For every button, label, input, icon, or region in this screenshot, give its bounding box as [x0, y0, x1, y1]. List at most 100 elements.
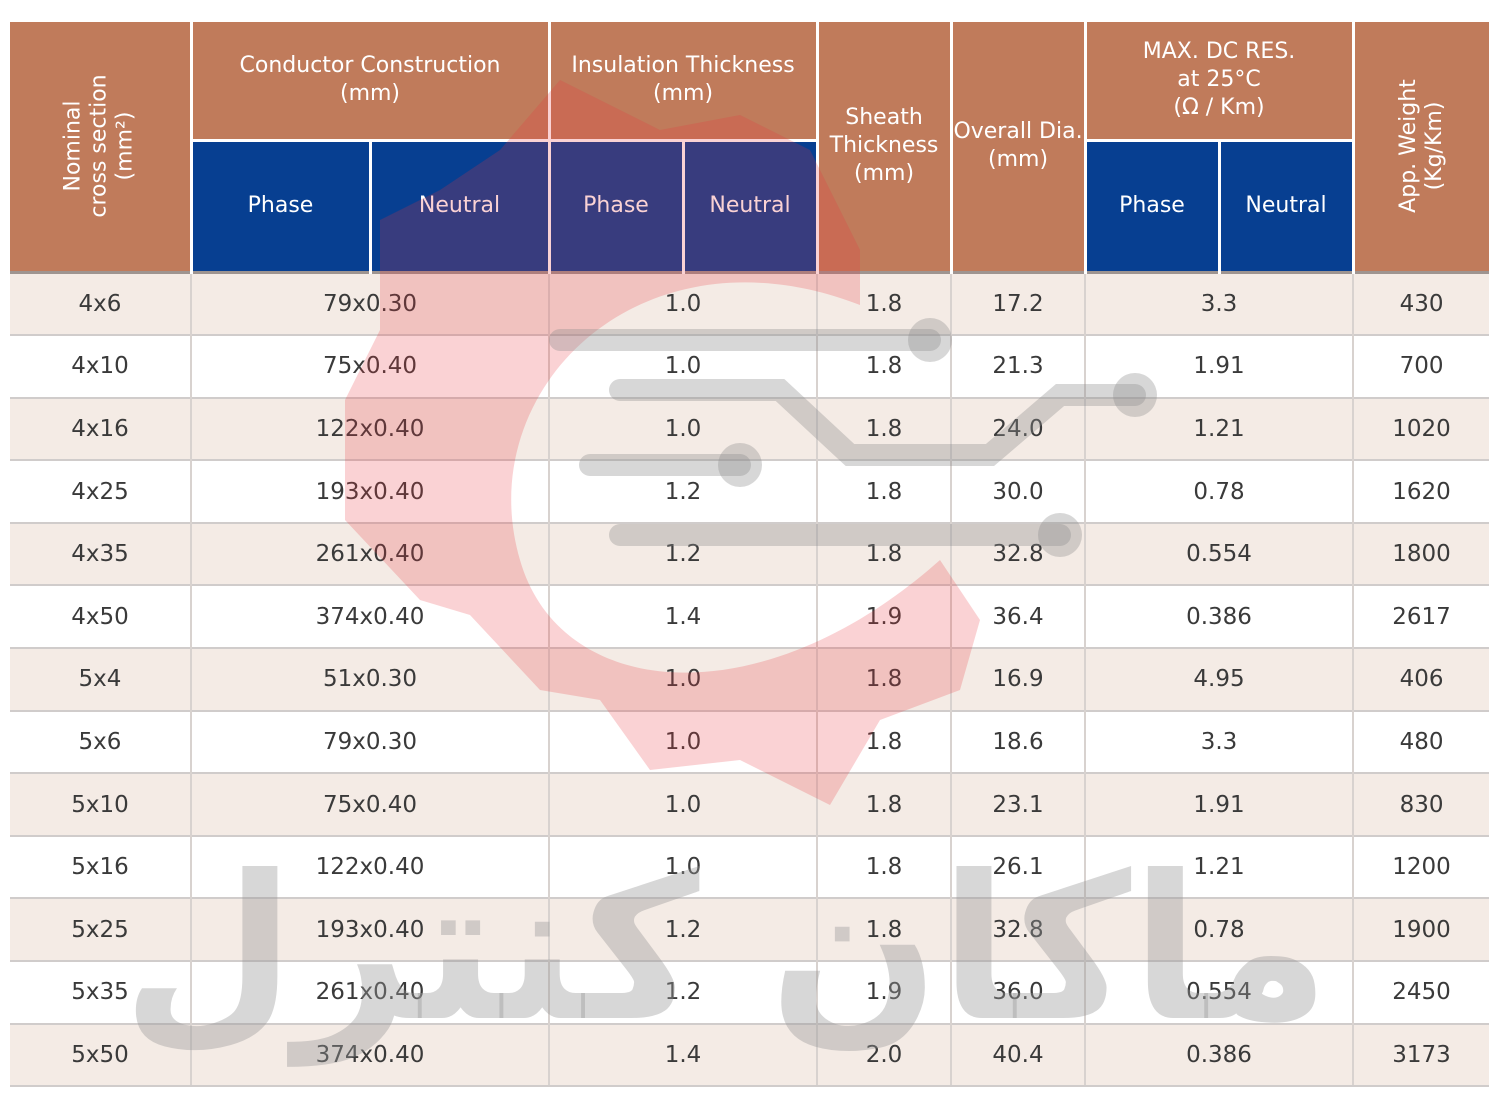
- cell-insulation: 1.0: [549, 270, 819, 336]
- cell-overall-diameter: 30.0: [951, 459, 1087, 523]
- header-insulation-thickness: Insulation Thickness (mm): [549, 22, 819, 140]
- header-weight-label: App. Weight (Kg/Km): [1395, 78, 1447, 213]
- cell-insulation: 1.2: [549, 897, 819, 962]
- cell-resistance: 0.386: [1085, 1022, 1355, 1088]
- cell-nominal: 5x4: [10, 647, 192, 711]
- cell-sheath: 1.8: [817, 709, 953, 774]
- cell-resistance: 3.3: [1085, 270, 1355, 336]
- cell-nominal: 4x35: [10, 521, 192, 586]
- cell-insulation: 1.4: [549, 584, 819, 649]
- cell-overall-diameter: 36.0: [951, 960, 1087, 1024]
- subheader-resistance-phase: Phase: [1085, 138, 1221, 272]
- cell-nominal: 5x6: [10, 709, 192, 774]
- cell-overall-diameter: 32.8: [951, 521, 1087, 586]
- table-row: 4x50 374x0.40 1.4 1.9 36.4 0.386 2617: [10, 584, 1490, 649]
- cell-insulation: 1.0: [549, 709, 819, 774]
- cell-nominal: 5x25: [10, 897, 192, 962]
- cell-conductor: 261x0.40: [191, 960, 551, 1024]
- cell-conductor: 374x0.40: [191, 584, 551, 649]
- table-row: 5x16 122x0.40 1.0 1.8 26.1 1.21 1200: [10, 834, 1490, 899]
- cell-resistance: 4.95: [1085, 647, 1355, 711]
- cell-overall-diameter: 16.9: [951, 647, 1087, 711]
- cell-conductor: 122x0.40: [191, 396, 551, 461]
- cell-nominal: 5x10: [10, 772, 192, 836]
- cell-conductor: 122x0.40: [191, 834, 551, 899]
- cell-conductor: 193x0.40: [191, 897, 551, 962]
- subheader-insulation-phase: Phase: [549, 138, 685, 272]
- cell-overall-diameter: 24.0: [951, 396, 1087, 461]
- subheader-insulation-neutral: Neutral: [683, 138, 819, 272]
- cell-sheath: 1.8: [817, 396, 953, 461]
- cell-weight: 430: [1353, 270, 1490, 336]
- cell-weight: 1200: [1353, 834, 1490, 899]
- header-approx-weight: App. Weight (Kg/Km): [1353, 22, 1490, 272]
- subheader-conductor-phase: Phase: [191, 138, 372, 272]
- table-row: 5x10 75x0.40 1.0 1.8 23.1 1.91 830: [10, 772, 1490, 836]
- cell-conductor: 75x0.40: [191, 334, 551, 398]
- cell-overall-diameter: 26.1: [951, 834, 1087, 899]
- table-row: 5x35 261x0.40 1.2 1.9 36.0 0.554 2450: [10, 960, 1490, 1024]
- cell-weight: 1900: [1353, 897, 1490, 962]
- cell-conductor: 193x0.40: [191, 459, 551, 523]
- cell-resistance: 0.554: [1085, 521, 1355, 586]
- cell-sheath: 1.8: [817, 897, 953, 962]
- cell-overall-diameter: 17.2: [951, 270, 1087, 336]
- subheader-conductor-neutral: Neutral: [370, 138, 551, 272]
- header-nominal-label: Nominal cross section (mm²): [60, 74, 138, 218]
- cell-nominal: 4x6: [10, 270, 192, 336]
- cell-insulation: 1.0: [549, 396, 819, 461]
- table-row: 4x10 75x0.40 1.0 1.8 21.3 1.91 700: [10, 334, 1490, 398]
- table-row: 4x16 122x0.40 1.0 1.8 24.0 1.21 1020: [10, 396, 1490, 461]
- cell-resistance: 1.91: [1085, 772, 1355, 836]
- cell-resistance: 0.554: [1085, 960, 1355, 1024]
- header-sheath-thickness: Sheath Thickness (mm): [817, 22, 953, 272]
- table-row: 4x25 193x0.40 1.2 1.8 30.0 0.78 1620: [10, 459, 1490, 523]
- header-max-dc-resistance: MAX. DC RES. at 25°C (Ω / Km): [1085, 22, 1355, 140]
- cell-weight: 480: [1353, 709, 1490, 774]
- cell-conductor: 79x0.30: [191, 709, 551, 774]
- cell-sheath: 1.8: [817, 647, 953, 711]
- cell-sheath: 1.8: [817, 521, 953, 586]
- cell-sheath: 1.8: [817, 270, 953, 336]
- cell-insulation: 1.2: [549, 521, 819, 586]
- cell-weight: 3173: [1353, 1022, 1490, 1088]
- cell-conductor: 374x0.40: [191, 1022, 551, 1088]
- cell-sheath: 1.8: [817, 459, 953, 523]
- header-nominal-cross-section: Nominal cross section (mm²): [10, 22, 193, 272]
- table-body: 4x6 79x0.30 1.0 1.8 17.2 3.3 430 4x10 75x0.40 1.0…: [10, 270, 1490, 1088]
- cell-conductor: 261x0.40: [191, 521, 551, 586]
- cell-sheath: 1.8: [817, 834, 953, 899]
- cell-resistance: 3.3: [1085, 709, 1355, 774]
- cell-nominal: 4x16: [10, 396, 192, 461]
- subheader-resistance-neutral: Neutral: [1219, 138, 1355, 272]
- cell-sheath: 2.0: [817, 1022, 953, 1088]
- cell-weight: 406: [1353, 647, 1490, 711]
- cell-nominal: 4x50: [10, 584, 192, 649]
- cell-weight: 2450: [1353, 960, 1490, 1024]
- cell-insulation: 1.2: [549, 960, 819, 1024]
- cell-overall-diameter: 36.4: [951, 584, 1087, 649]
- cell-resistance: 1.91: [1085, 334, 1355, 398]
- cell-nominal: 4x10: [10, 334, 192, 398]
- cell-resistance: 1.21: [1085, 834, 1355, 899]
- cell-resistance: 0.78: [1085, 897, 1355, 962]
- cell-sheath: 1.9: [817, 584, 953, 649]
- cell-sheath: 1.9: [817, 960, 953, 1024]
- cell-resistance: 1.21: [1085, 396, 1355, 461]
- table-row: 5x6 79x0.30 1.0 1.8 18.6 3.3 480: [10, 709, 1490, 774]
- cell-nominal: 5x35: [10, 960, 192, 1024]
- header-overall-diameter: Overall Dia. (mm): [951, 22, 1087, 272]
- cell-weight: 1620: [1353, 459, 1490, 523]
- cell-overall-diameter: 40.4: [951, 1022, 1087, 1088]
- cell-weight: 700: [1353, 334, 1490, 398]
- table-row: 5x50 374x0.40 1.4 2.0 40.4 0.386 3173: [10, 1022, 1490, 1088]
- cable-spec-sheet: Nominal cross section (mm²) Conductor Co…: [10, 22, 1490, 1088]
- cell-nominal: 4x25: [10, 459, 192, 523]
- cell-resistance: 0.386: [1085, 584, 1355, 649]
- cell-conductor: 51x0.30: [191, 647, 551, 711]
- cell-overall-diameter: 18.6: [951, 709, 1087, 774]
- cell-overall-diameter: 21.3: [951, 334, 1087, 398]
- cell-conductor: 79x0.30: [191, 270, 551, 336]
- cell-insulation: 1.0: [549, 647, 819, 711]
- cell-overall-diameter: 23.1: [951, 772, 1087, 836]
